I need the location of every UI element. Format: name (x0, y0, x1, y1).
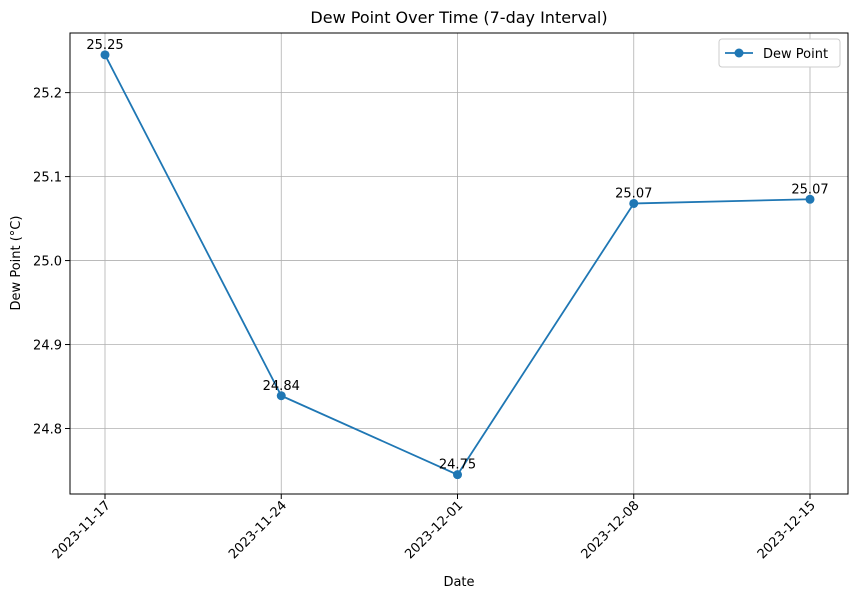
y-tick-label: 24.8 (33, 423, 62, 438)
data-label: 25.07 (791, 182, 828, 197)
data-point (629, 198, 639, 208)
plot-area-frame (69, 32, 849, 495)
legend-marker-swatch (734, 48, 744, 58)
chart-title: Dew Point Over Time (7-day Interval) (310, 8, 607, 27)
data-point (100, 50, 110, 60)
x-tick-label: 2023-12-08 (579, 498, 643, 562)
y-axis-label: Dew Point (°C) (9, 216, 24, 311)
data-point (805, 194, 815, 204)
data-point (453, 470, 462, 480)
series-layer (100, 50, 815, 480)
data-label: 24.84 (263, 379, 300, 394)
data-label: 24.75 (439, 458, 476, 473)
data-label: 25.07 (615, 186, 652, 201)
legend-box (718, 38, 841, 68)
data-label: 25.25 (86, 38, 123, 53)
y-tick-label: 25.1 (33, 171, 62, 186)
data-point (276, 391, 286, 401)
y-tick-label: 25.0 (33, 255, 62, 270)
x-axis-label: Date (443, 575, 474, 590)
y-tick-label: 24.9 (33, 339, 62, 354)
data-labels-layer: 25.25 24.84 24.75 25.07 25.07 (86, 38, 828, 473)
legend: Dew Point (718, 38, 841, 68)
x-tick-label: 2023-11-17 (50, 498, 114, 562)
legend-label-dew-point: Dew Point (763, 47, 828, 62)
grid-layer (70, 33, 848, 494)
x-tick-label: 2023-12-01 (402, 498, 466, 562)
ticks-layer: 2023-11-17 2023-11-24 2023-12-01 2023-12-08… (33, 87, 819, 563)
y-tick-label: 25.2 (33, 87, 62, 102)
x-tick-label: 2023-12-15 (755, 498, 819, 562)
x-tick-label: 2023-11-24 (226, 498, 290, 562)
